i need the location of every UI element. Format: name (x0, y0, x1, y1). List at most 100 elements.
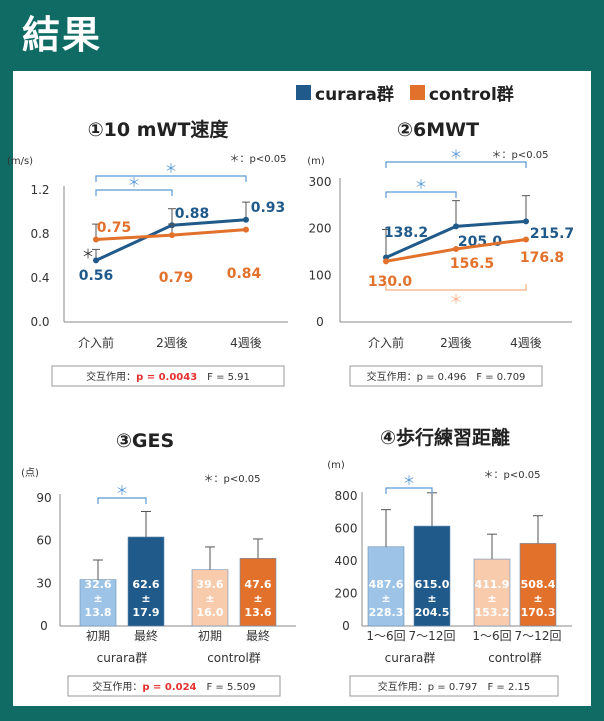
c2-title: ②6MWT (397, 119, 479, 141)
c2-stats-f: F = 0.709 (466, 372, 525, 383)
page-title: 結果 (22, 13, 103, 57)
c4-bar-0 (367, 546, 405, 627)
c2-stats-box (349, 365, 543, 387)
c3-stats-box (67, 675, 281, 697)
c2-sig-control-0-star: ＊ (449, 293, 462, 308)
c1-stats-prefix: 交互作用： (86, 370, 136, 383)
c1-ytick-1: 0.4 (30, 271, 49, 285)
c3-bar-3 (239, 558, 277, 627)
c1-left-star: ＊ (81, 247, 94, 262)
c2-sig-bracket-0-star: ＊ (414, 178, 427, 193)
c4-stats-prefix: 交互作用： (378, 680, 428, 693)
c3-ytick-1: 30 (36, 576, 51, 590)
c3-stats-f: F = 5.509 (197, 682, 256, 693)
c3-title: ③GES (116, 430, 174, 452)
c3-ytick-2: 60 (36, 534, 51, 548)
c1-sig-bracket-0 (95, 189, 173, 196)
c1-point-1-0 (93, 236, 99, 243)
c2-stats-prefix: 交互作用： (367, 370, 417, 383)
c4-barlabel-mean-3: 508.4 (521, 578, 556, 591)
c4-ytick-3: 600 (335, 522, 358, 536)
legend-item-control: control群 (409, 80, 514, 105)
c4-xtick-2: 1～6回 (472, 629, 511, 643)
c4-sig-note: ＊：p<0.05 (484, 470, 541, 481)
c1-stats-p: p = 0.0043 (136, 372, 197, 383)
c2-stats-p: p = 0.496 (417, 372, 467, 383)
c1-point-0-2 (243, 216, 249, 223)
c2-datalabel-1-2: 176.8 (520, 250, 564, 266)
c3-group-0: curara群 (97, 651, 148, 665)
c3-xtick-0: 初期 (86, 629, 110, 643)
c1-point-0-0 (93, 257, 99, 264)
c2-datalabel-1-1: 156.5 (450, 256, 494, 272)
c4-barlabel-pm-2: ± (487, 592, 496, 605)
c2-sig-note: ＊：p<0.05 (492, 150, 549, 161)
c3-bar-1 (127, 536, 165, 627)
c2-stats-text: 交互作用：p = 0.496 F = 0.709 (367, 370, 526, 383)
c4-group-0: curara群 (385, 651, 436, 665)
c1-point-1-1 (169, 232, 175, 239)
legend-swatch-curara (296, 85, 311, 100)
c1-sig-bracket-1 (95, 175, 247, 182)
c3-ytick-3: 90 (36, 491, 51, 505)
c2-ytick-3: 300 (309, 175, 332, 189)
c2-point-1-0 (383, 258, 389, 265)
c2-point-0-1 (453, 223, 459, 230)
c3-barlabel-mean-1: 62.6 (132, 578, 159, 591)
c2-point-1-1 (453, 245, 459, 252)
c3-barlabel-mean-2: 39.6 (196, 578, 223, 591)
c1-stats-box (51, 365, 285, 387)
c4-barlabel-mean-1: 615.0 (415, 578, 450, 591)
c4-barlabel-mean-0: 487.6 (369, 578, 404, 591)
c1-point-1-2 (243, 226, 249, 233)
c4-ytick-0: 0 (342, 619, 350, 633)
c4-stats-p: p = 0.797 (428, 682, 478, 693)
c2-sig-bracket-1-star: ＊ (449, 148, 462, 163)
c3-ytick-0: 0 (40, 619, 48, 633)
c3-bar-2 (191, 569, 229, 627)
c3-barlabel-mean-0: 32.6 (84, 578, 111, 591)
c4-stats-f: F = 2.15 (477, 682, 530, 693)
c1-ylabel: (m/s) (7, 156, 33, 167)
c1-datalabel-0-1: 0.88 (175, 206, 210, 222)
legend: curara群 control群 (296, 80, 530, 105)
c4-stats-text: 交互作用：p = 0.797 F = 2.15 (378, 680, 530, 693)
c4-bar-2 (473, 558, 511, 627)
c1-sig-bracket-0-star: ＊ (127, 176, 140, 191)
c2-point-1-2 (523, 236, 529, 243)
c3-stats-p: p = 0.024 (142, 682, 196, 693)
c4-bar-3 (519, 543, 557, 627)
legend-label-curara: curara群 (315, 85, 394, 105)
c2-ylabel: (m) (307, 156, 325, 167)
c3-barlabel-mean-3: 47.6 (244, 578, 271, 591)
c4-barlabel-sd-3: 170.3 (521, 606, 556, 619)
c4-barlabel-sd-1: 204.5 (415, 606, 450, 619)
legend-label-control: control群 (428, 85, 514, 105)
c2-datalabel-0-0: 138.2 (384, 225, 428, 241)
c3-stats-prefix: 交互作用： (92, 680, 142, 693)
c3-xtick-2: 初期 (198, 629, 222, 643)
c3-barlabel-pm-3: ± (253, 592, 262, 605)
c3-barlabel-sd-0: 13.8 (84, 606, 111, 619)
c2-ytick-0: 0 (316, 315, 324, 329)
c1-datalabel-0-0: 0.56 (79, 268, 114, 284)
c2-sig-control-0 (385, 284, 527, 291)
c1-datalabel-0-2: 0.93 (251, 200, 286, 216)
c2-xtick-0: 介入前 (368, 335, 404, 350)
c3-xtick-1: 最終 (134, 628, 158, 643)
c4-ytick-1: 200 (335, 587, 358, 601)
c4-ylabel: (m) (327, 460, 345, 471)
c4-barlabel-pm-3: ± (533, 592, 542, 605)
c1-ytick-2: 0.8 (30, 227, 49, 241)
c4-sig-bracket-0 (385, 487, 433, 494)
c2-sig-bracket-1 (385, 161, 527, 168)
c1-sig-note: ＊：p<0.05 (230, 154, 287, 165)
c4-ytick-4: 800 (335, 489, 358, 503)
c4-barlabel-mean-2: 411.9 (475, 578, 510, 591)
legend-item-curara: curara群 (296, 80, 394, 105)
c3-xtick-3: 最終 (246, 628, 270, 643)
c1-xtick-2: 4週後 (230, 336, 262, 350)
c2-xtick-2: 4週後 (510, 336, 542, 350)
c4-group-1: control群 (488, 651, 542, 665)
